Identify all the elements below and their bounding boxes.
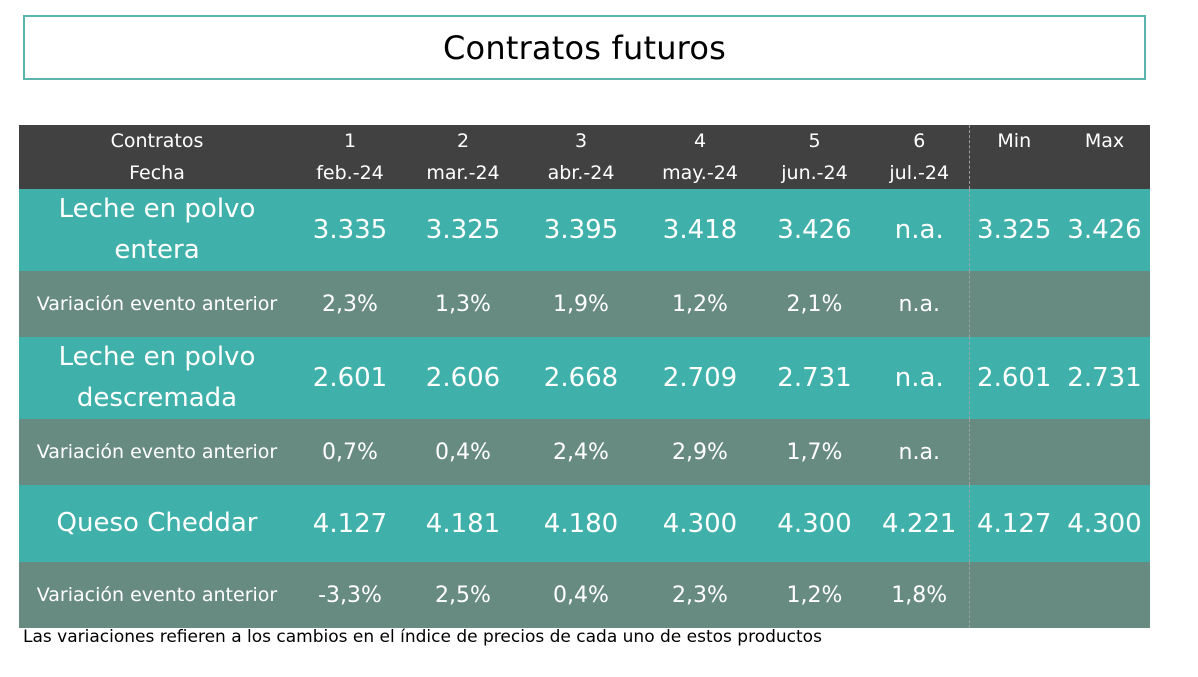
cell-value: 2,3% (295, 271, 405, 337)
cell-value: 2.731 (759, 337, 870, 419)
cell-value: 2.668 (521, 337, 641, 419)
contract-date: feb.-24 (316, 162, 384, 184)
cell-value: 2,9% (641, 419, 759, 485)
cell-value: 2.606 (405, 337, 521, 419)
cell-value: 3.325 (405, 189, 521, 271)
header-row-label: Contratos Fecha (19, 125, 295, 189)
header-date-label: Fecha (129, 162, 185, 184)
cell-value: 4.180 (521, 485, 641, 562)
cell-max: 3.426 (1059, 189, 1150, 271)
table-row: Variación evento anterior -3,3% 2,5% 0,4… (19, 562, 1150, 628)
cell-value: 2.601 (295, 337, 405, 419)
cell-value: 3.418 (641, 189, 759, 271)
cell-value: n.a. (870, 337, 969, 419)
cell-value: 4.300 (759, 485, 870, 562)
cell-min: 3.325 (968, 189, 1059, 271)
futures-table: Contratos Fecha 1 feb.-24 2 mar.-24 3 abr.-… (19, 125, 1150, 628)
cell-value: 1,2% (759, 562, 870, 628)
table-row: Queso Cheddar 4.127 4.181 4.180 4.300 4.… (19, 485, 1150, 562)
contract-date: may.-24 (662, 162, 738, 184)
contract-date: jul.-24 (889, 162, 950, 184)
cell-value: n.a. (870, 271, 969, 337)
cell-max: 2.731 (1059, 337, 1150, 419)
cell-value: 0,7% (295, 419, 405, 485)
cell-value: 1,9% (521, 271, 641, 337)
table-row: Leche en polvo entera 3.335 3.325 3.395 … (19, 189, 1150, 271)
cell-value: 4.221 (870, 485, 969, 562)
table-row: Variación evento anterior 0,7% 0,4% 2,4%… (19, 419, 1150, 485)
row-label: Variación evento anterior (19, 419, 295, 485)
header-contract-3: 3 abr.-24 (521, 125, 641, 189)
header-min-label: Min (997, 130, 1032, 152)
cell-value: 2,1% (759, 271, 870, 337)
header-contract-5: 5 jun.-24 (759, 125, 870, 189)
header-max: Max (1059, 125, 1150, 189)
cell-value: 1,8% (870, 562, 969, 628)
cell-value: 4.300 (641, 485, 759, 562)
cell-value: 3.426 (759, 189, 870, 271)
cell-min: 2.601 (968, 337, 1059, 419)
cell-min (968, 419, 1059, 485)
header-max-label: Max (1084, 130, 1125, 152)
table-row: Variación evento anterior 2,3% 1,3% 1,9%… (19, 271, 1150, 337)
header-contract-2: 2 mar.-24 (405, 125, 521, 189)
cell-value: 0,4% (521, 562, 641, 628)
row-label: Leche en polvo descremada (19, 337, 295, 419)
cell-value: 4.127 (295, 485, 405, 562)
cell-value: 2,5% (405, 562, 521, 628)
header-contract-1: 1 feb.-24 (295, 125, 405, 189)
cell-value: n.a. (870, 419, 969, 485)
cell-value: 3.395 (521, 189, 641, 271)
cell-value: 2,3% (641, 562, 759, 628)
contract-number: 6 (913, 130, 926, 152)
cell-value: 2,4% (521, 419, 641, 485)
contract-date: abr.-24 (547, 162, 615, 184)
header-min: Min (968, 125, 1059, 189)
header-contract-6: 6 jul.-24 (870, 125, 969, 189)
contract-number: 4 (693, 130, 707, 152)
cell-value: 0,4% (405, 419, 521, 485)
cell-max (1059, 562, 1150, 628)
contract-date: jun.-24 (781, 162, 848, 184)
page-title: Contratos futuros (23, 15, 1146, 80)
row-label: Queso Cheddar (19, 485, 295, 562)
table-row: Leche en polvo descremada 2.601 2.606 2.… (19, 337, 1150, 419)
header-contract-4: 4 may.-24 (641, 125, 759, 189)
cell-value: 3.335 (295, 189, 405, 271)
row-label: Variación evento anterior (19, 562, 295, 628)
cell-value: 1,2% (641, 271, 759, 337)
cell-value: 4.181 (405, 485, 521, 562)
cell-min (968, 562, 1059, 628)
cell-value: 1,3% (405, 271, 521, 337)
row-label: Leche en polvo entera (19, 189, 295, 271)
cell-max (1059, 419, 1150, 485)
contract-date: mar.-24 (426, 162, 500, 184)
table-header-row: Contratos Fecha 1 feb.-24 2 mar.-24 3 abr.-… (19, 125, 1150, 189)
row-label: Variación evento anterior (19, 271, 295, 337)
cell-value: n.a. (870, 189, 969, 271)
cell-value: 2.709 (641, 337, 759, 419)
cell-max (1059, 271, 1150, 337)
contract-number: 1 (343, 130, 357, 152)
header-contracts-label: Contratos (110, 130, 204, 152)
footnote: Las variaciones refieren a los cambios e… (23, 627, 822, 647)
contract-number: 5 (808, 130, 821, 152)
cell-value: -3,3% (295, 562, 405, 628)
cell-min (968, 271, 1059, 337)
cell-value: 1,7% (759, 419, 870, 485)
contract-number: 3 (574, 130, 588, 152)
cell-max: 4.300 (1059, 485, 1150, 562)
cell-min: 4.127 (968, 485, 1059, 562)
contract-number: 2 (456, 130, 470, 152)
